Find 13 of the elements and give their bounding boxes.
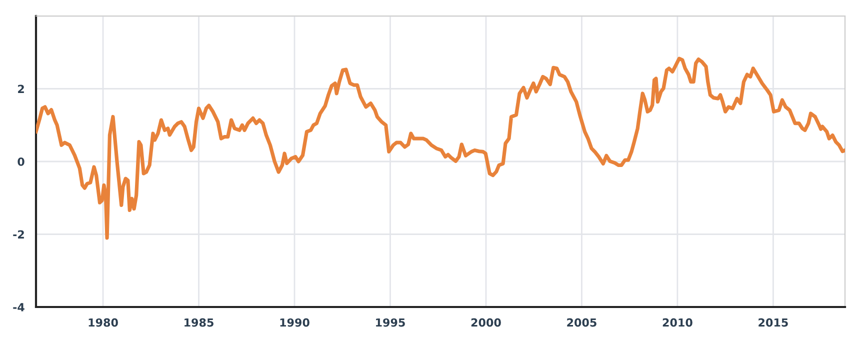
x-tick-label: 1995 <box>376 318 405 327</box>
y-tick-label: 0 <box>18 157 24 166</box>
x-tick-label: 1985 <box>184 318 214 327</box>
x-tick-label: 1990 <box>280 318 310 327</box>
x-tick-label: 2015 <box>758 318 788 327</box>
line-series <box>36 56 845 240</box>
x-tick-label: 1980 <box>88 318 118 327</box>
y-tick-label: 2 <box>18 84 24 93</box>
x-tick-label: 2000 <box>471 318 501 327</box>
y-tick-label: -4 <box>13 303 24 312</box>
x-tick-label: 2005 <box>567 318 596 327</box>
y-tick-label: -2 <box>13 230 24 238</box>
x-tick-label: 2010 <box>662 318 692 327</box>
